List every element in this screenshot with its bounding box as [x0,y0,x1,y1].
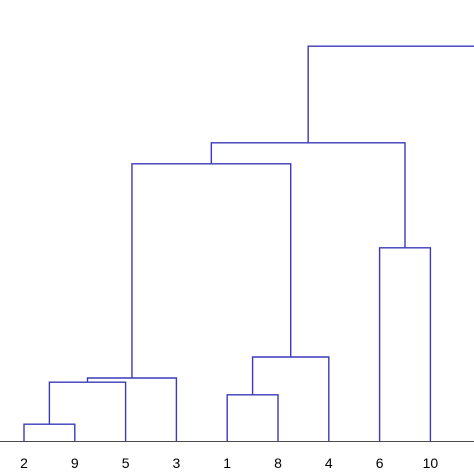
dendrogram-link-root [307,45,474,143]
leaf-label: 2 [20,455,28,471]
leaf-label: 6 [376,455,384,471]
dendrogram-link [226,394,279,441]
dendrogram-link [86,377,178,441]
leaf-label: 5 [122,455,130,471]
leaf-label: 1 [223,455,231,471]
leaf-label: 10 [423,455,439,471]
dendrogram-link [378,247,432,441]
leaf-label: 8 [274,455,282,471]
dendrogram-link [23,423,76,441]
dendrogram-link [131,163,292,378]
leaf-label: 9 [71,455,79,471]
dendrogram-link [251,356,330,441]
leaf-labels: 2 9 5 3 1 8 4 6 10 [20,455,438,471]
dendrogram-links [23,45,474,441]
leaf-label: 4 [325,455,333,471]
dendrogram-link [48,381,127,441]
dendrogram-link [210,142,406,248]
leaf-label: 3 [173,455,181,471]
